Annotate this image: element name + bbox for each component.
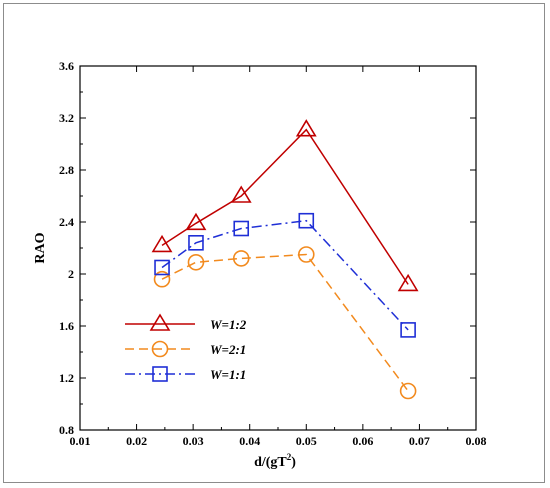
y-axis-title: RAO: [33, 232, 48, 263]
legend-marker: [152, 366, 168, 382]
y-tick-label: 3.2: [59, 111, 74, 125]
x-tick-label: 0.04: [239, 434, 260, 448]
legend-label: W=1:1: [210, 367, 246, 382]
plot-border: [79, 65, 477, 431]
data-point: [297, 246, 315, 263]
data-point: [399, 382, 417, 400]
y-tick-label: 2: [68, 267, 74, 281]
data-point: [295, 119, 317, 137]
data-point: [153, 270, 171, 288]
x-tick-label: 0.01: [70, 434, 91, 448]
plot-area: [151, 119, 419, 400]
x-tick-label: 0.06: [352, 434, 373, 448]
series-line: [161, 253, 409, 392]
legend-entry: W=1:2: [125, 313, 247, 332]
data-point: [151, 234, 173, 253]
legend-marker: [149, 313, 171, 331]
legend-label: W=2:1: [210, 342, 246, 357]
y-tick-label: 3.6: [59, 59, 74, 73]
data-point: [154, 259, 170, 276]
y-tick-label: 2.4: [59, 215, 74, 229]
x-tick-label: 0.08: [466, 434, 487, 448]
x-tick-label: 0.03: [183, 434, 204, 448]
legend-entry: W=1:1: [125, 366, 246, 382]
legend: W=1:2 W=2:1 W=1:1: [125, 313, 247, 382]
legend-label: W=1:2: [210, 317, 247, 332]
data-point: [187, 253, 205, 271]
x-axis-title: d/(gT2): [254, 452, 296, 470]
x-tick-label: 0.05: [296, 434, 317, 448]
axes: 0.01 0.02 0.03 0.04 0.05 0.06 0.07 0.08 0.8 1.2 1.…: [59, 59, 487, 448]
data-point: [230, 185, 252, 203]
x-tick-label: 0.02: [126, 434, 147, 448]
y-tick-label: 0.8: [59, 423, 74, 437]
data-point: [400, 322, 416, 338]
series-1: [151, 119, 419, 292]
data-point: [233, 220, 250, 237]
data-point: [298, 212, 315, 229]
x-tick-label: 0.07: [409, 434, 430, 448]
y-tick-label: 1.6: [59, 319, 74, 333]
data-point: [188, 235, 204, 251]
data-point: [397, 273, 419, 292]
series-line: [161, 219, 409, 331]
legend-marker: [151, 340, 169, 358]
figure-frame: [3, 3, 545, 483]
y-tick-label: 1.2: [59, 371, 74, 385]
y-tick-label: 2.8: [59, 163, 74, 177]
legend-entry: W=2:1: [125, 340, 246, 358]
series-2: [153, 246, 417, 400]
series-line: [161, 128, 409, 285]
series-3: [154, 212, 416, 338]
data-point: [232, 250, 250, 267]
data-point: [185, 212, 207, 231]
